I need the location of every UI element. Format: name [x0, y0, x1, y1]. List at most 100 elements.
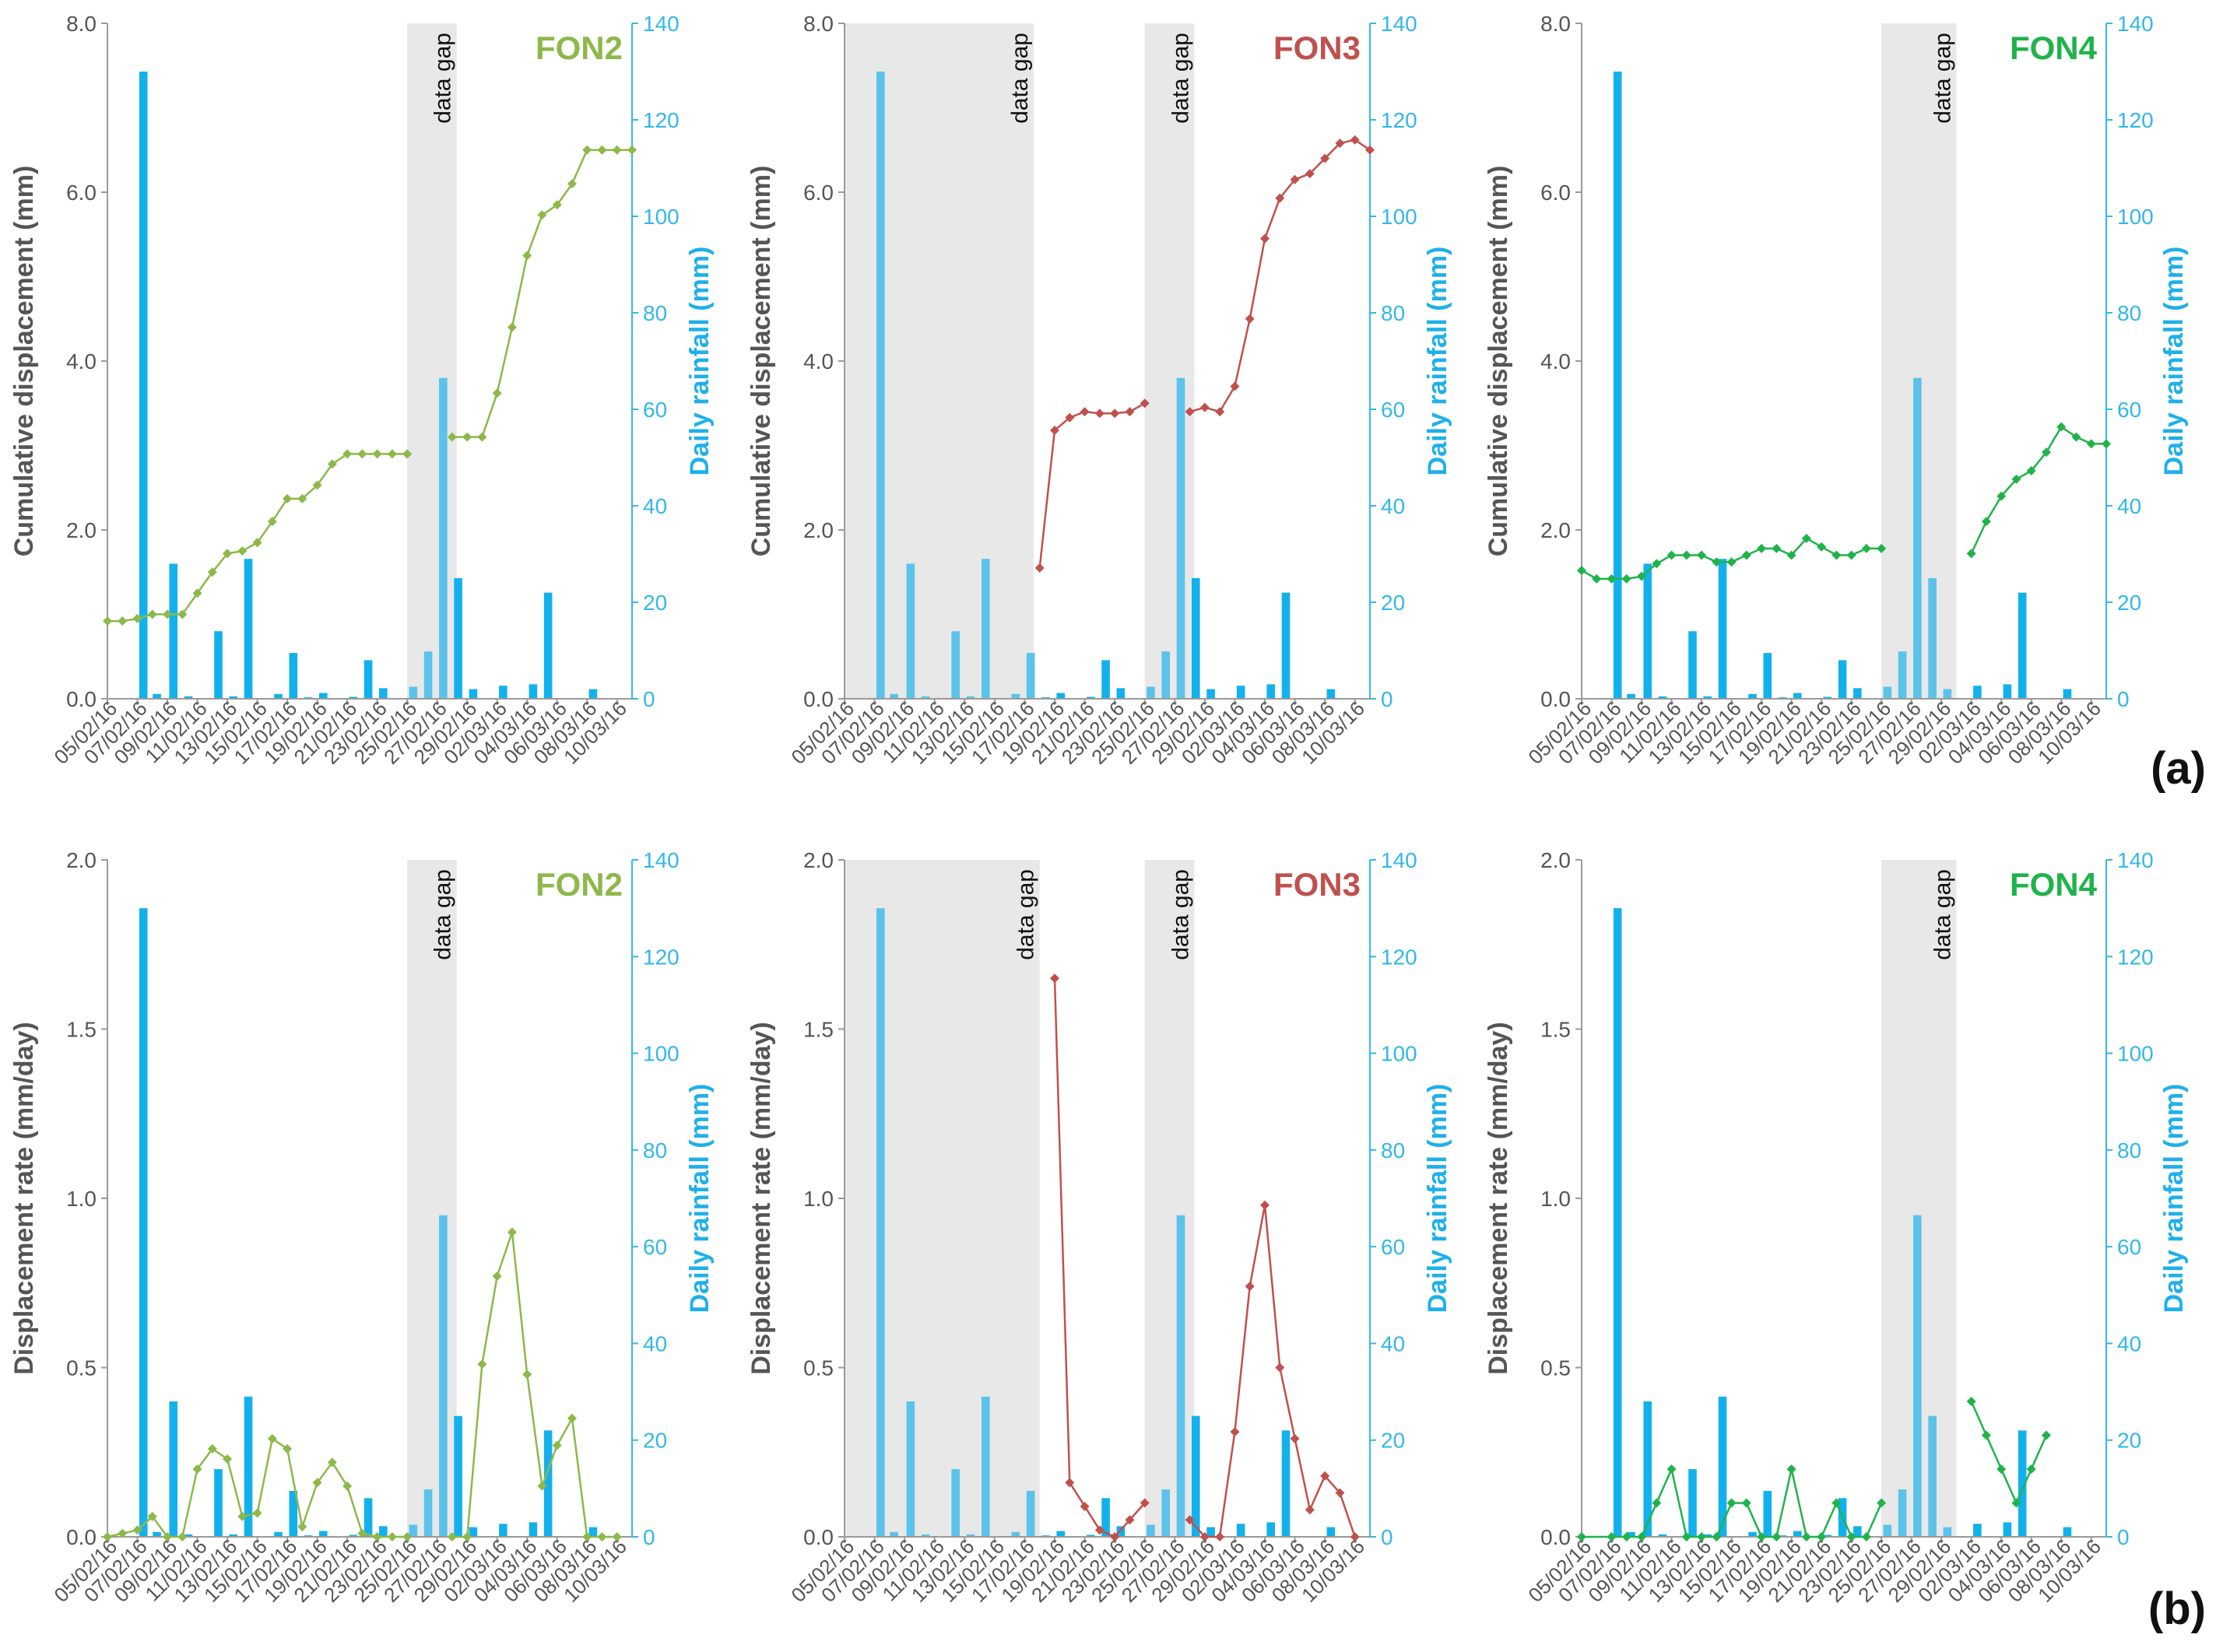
- displacement-point: [327, 1457, 337, 1468]
- rainfall-bar: [423, 1489, 433, 1537]
- displacement-point: [1772, 1532, 1782, 1542]
- displacement-point: [492, 1271, 502, 1282]
- rainfall-bar: [139, 908, 148, 1537]
- left-tick-label: 0.0: [66, 687, 97, 711]
- rainfall-bar: [1883, 686, 1892, 699]
- left-tick-label: 1.0: [1540, 1187, 1571, 1211]
- displacement-point: [447, 1532, 457, 1542]
- displacement-point: [1652, 1498, 1662, 1508]
- displacement-point: [1712, 557, 1722, 567]
- right-tick-label: 60: [2117, 398, 2141, 422]
- displacement-point: [1697, 550, 1707, 560]
- rainfall-bar: [951, 631, 961, 699]
- displacement-point: [1125, 407, 1135, 417]
- displacement-point: [1801, 1532, 1811, 1542]
- displacement-point: [103, 1532, 112, 1542]
- displacement-point: [297, 493, 307, 503]
- right-tick-label: 120: [1381, 108, 1417, 132]
- rainfall-bar: [1191, 1415, 1200, 1537]
- displacement-point: [1786, 550, 1796, 560]
- rainfall-bar: [1026, 653, 1035, 699]
- data-gap-band: [407, 860, 457, 1537]
- y-axis-title: Displacement rate (mm/day): [9, 1022, 39, 1375]
- left-tick-label: 8.0: [66, 12, 97, 36]
- displacement-point: [223, 1454, 233, 1464]
- displacement-point: [1290, 1433, 1300, 1443]
- displacement-point: [147, 609, 157, 619]
- rainfall-bar: [439, 1215, 448, 1537]
- displacement-point: [1861, 543, 1871, 553]
- displacement-point: [1831, 1498, 1842, 1508]
- displacement-point: [612, 1532, 622, 1542]
- displacement-point: [1621, 573, 1631, 584]
- displacement-point: [462, 432, 472, 442]
- rainfall-bar: [1101, 1498, 1110, 1537]
- right-tick-label: 120: [643, 945, 680, 969]
- rainfall-bar: [543, 1430, 553, 1537]
- displacement-point: [207, 1443, 217, 1454]
- rainfall-bar: [890, 1531, 898, 1537]
- rainfall-bar: [319, 1531, 328, 1537]
- displacement-point: [1666, 550, 1677, 560]
- right-tick-label: 60: [643, 1235, 667, 1259]
- rainfall-bar: [2018, 592, 2027, 699]
- rainfall-bar: [1206, 1527, 1215, 1537]
- displacement-line: [1582, 1466, 1883, 1538]
- chart-panel-4: data gap 0.0 0.5 1.0 1.5 2.0 0 20 40 60 80 100 120 14…: [9, 848, 715, 1607]
- rainfall-bar: [2063, 689, 2072, 699]
- rainfall-bar: [1703, 696, 1712, 699]
- rainfall-bar: [1627, 1531, 1635, 1537]
- rainfall-bar: [1763, 1490, 1772, 1537]
- displacement-point: [522, 1370, 532, 1380]
- right-tick-label: 140: [643, 12, 680, 36]
- rainfall-bar: [2063, 1527, 2072, 1537]
- displacement-point: [1094, 1525, 1104, 1535]
- left-tick-label: 8.0: [803, 12, 834, 36]
- left-tick-label: 0.0: [803, 687, 834, 711]
- right-tick-label: 20: [2117, 591, 2141, 615]
- displacement-point: [1817, 542, 1827, 552]
- y-axis-title: Displacement rate (mm/day): [746, 1022, 776, 1375]
- displacement-point: [552, 1440, 562, 1450]
- displacement-point: [1712, 1532, 1722, 1542]
- displacement-point: [252, 538, 262, 548]
- rainfall-bar: [244, 1396, 253, 1537]
- rainfall-bar: [1703, 1534, 1712, 1537]
- displacement-point: [507, 1227, 517, 1237]
- left-tick-label: 6.0: [803, 181, 834, 205]
- left-tick-label: 2.0: [803, 518, 834, 542]
- rainfall-bar: [876, 908, 885, 1537]
- y2-axis-title: Daily rainfall (mm): [2159, 247, 2189, 476]
- displacement-point: [1981, 517, 1991, 527]
- left-tick-label: 6.0: [1540, 181, 1571, 205]
- displacement-point: [357, 449, 367, 459]
- displacement-point: [118, 616, 128, 626]
- rainfall-bar: [229, 696, 238, 699]
- displacement-point: [283, 493, 293, 503]
- displacement-point: [177, 609, 188, 619]
- rainfall-bar: [1613, 72, 1622, 699]
- rainfall-bar: [409, 1524, 418, 1537]
- left-tick-label: 2.0: [66, 518, 97, 542]
- rainfall-bar: [876, 72, 885, 699]
- displacement-line: [451, 149, 632, 438]
- displacement-point: [357, 1528, 367, 1538]
- left-tick-label: 2.0: [803, 848, 834, 872]
- rainfall-bar: [289, 653, 298, 699]
- displacement-point: [1861, 1532, 1871, 1542]
- displacement-point: [462, 1532, 472, 1542]
- rainfall-bar: [1943, 689, 1952, 699]
- displacement-point: [1230, 1427, 1240, 1437]
- right-tick-label: 100: [1381, 1042, 1417, 1066]
- right-tick-label: 20: [1381, 591, 1405, 615]
- displacement-point: [1185, 1515, 1195, 1525]
- displacement-point: [1230, 381, 1240, 391]
- data-gap-band: [1144, 23, 1195, 699]
- displacement-point: [1140, 1498, 1150, 1508]
- chart-panel-1: data gap 0.0 2.0 4.0 6.0 8.0 0 20 40 60 80 100 120 14…: [9, 12, 715, 769]
- displacement-point: [1757, 543, 1767, 553]
- rainfall-bar: [153, 693, 161, 699]
- rainfall-bar: [1086, 696, 1095, 699]
- left-tick-label: 0.0: [803, 1525, 834, 1549]
